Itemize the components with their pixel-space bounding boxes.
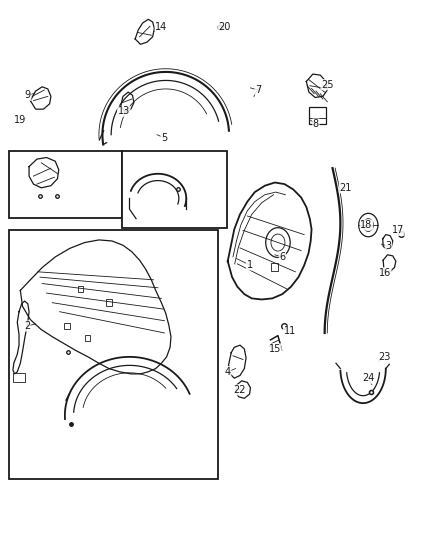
Text: 18: 18	[360, 220, 373, 230]
Text: 9: 9	[25, 90, 31, 100]
Bar	[309, 107, 326, 124]
Text: 19: 19	[14, 115, 26, 125]
Text: 5: 5	[161, 133, 167, 143]
Text: 11: 11	[284, 326, 296, 336]
Text: 15: 15	[268, 344, 281, 354]
Bar	[13, 373, 25, 382]
Text: 24: 24	[362, 373, 374, 383]
Text: 7: 7	[255, 85, 261, 95]
Text: 14: 14	[155, 22, 167, 33]
Bar	[78, 286, 83, 292]
Bar	[106, 300, 112, 306]
Bar	[122, 151, 227, 228]
Bar	[64, 323, 70, 329]
Text: 1: 1	[247, 260, 253, 270]
Text: 3: 3	[385, 241, 392, 251]
Text: 25: 25	[321, 80, 333, 90]
Text: 13: 13	[118, 106, 130, 116]
Text: 16: 16	[379, 268, 391, 278]
Text: 20: 20	[218, 22, 230, 33]
Bar	[85, 335, 90, 342]
Text: 21: 21	[339, 183, 352, 193]
Text: 22: 22	[233, 385, 245, 395]
Text: 4: 4	[225, 367, 231, 377]
Text: 2: 2	[24, 321, 30, 331]
Bar	[271, 263, 279, 271]
Bar	[9, 151, 122, 217]
Text: 6: 6	[279, 252, 286, 262]
Bar	[9, 230, 218, 479]
Text: 23: 23	[378, 352, 390, 362]
Text: 8: 8	[313, 119, 319, 129]
Text: 17: 17	[392, 225, 404, 236]
